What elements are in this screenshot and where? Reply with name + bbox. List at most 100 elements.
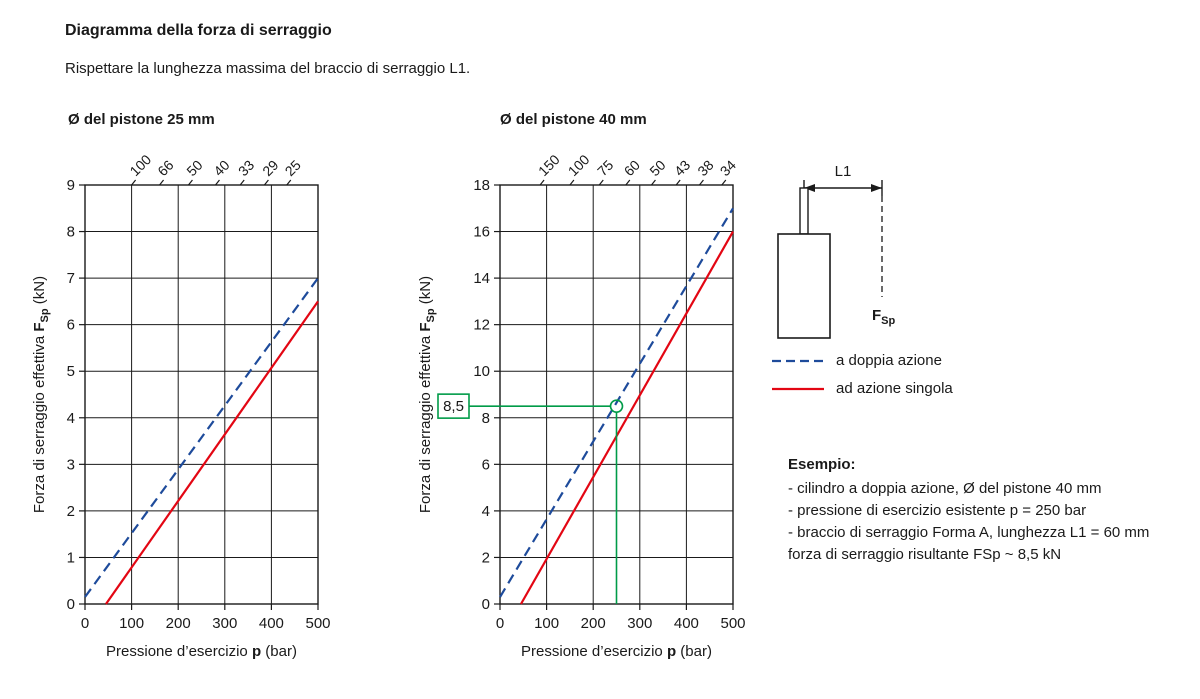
svg-text:100: 100: [565, 151, 593, 179]
svg-text:0: 0: [81, 615, 89, 632]
svg-text:8: 8: [482, 410, 490, 427]
svg-text:100: 100: [534, 615, 559, 632]
svg-text:300: 300: [627, 615, 652, 632]
series-single-acting: [520, 231, 734, 605]
dimension-arrow-right: [871, 184, 882, 192]
svg-text:33: 33: [235, 157, 257, 179]
svg-text:200: 200: [166, 615, 191, 632]
svg-text:100: 100: [126, 151, 154, 179]
plot-border: [84, 184, 319, 605]
svg-text:50: 50: [646, 157, 668, 179]
reading-value: 8,5: [443, 398, 464, 415]
svg-text:6: 6: [67, 317, 75, 334]
svg-text:100: 100: [119, 615, 144, 632]
series-lines: [84, 277, 319, 605]
svg-text:3: 3: [67, 456, 75, 473]
example-line: - braccio di serraggio Forma A, lunghezz…: [788, 524, 1150, 541]
legend-label: a doppia azione: [836, 352, 942, 369]
svg-text:2: 2: [482, 549, 490, 566]
reading-annotation: 8,5: [437, 393, 624, 604]
svg-text:4: 4: [482, 503, 490, 520]
svg-text:34: 34: [717, 157, 739, 179]
series-double-acting: [499, 207, 734, 598]
legend-item: a doppia azione: [772, 352, 953, 369]
tick-marks: [494, 184, 734, 610]
svg-text:200: 200: [581, 615, 606, 632]
svg-text:8: 8: [67, 224, 75, 241]
svg-text:500: 500: [720, 615, 745, 632]
dimension-label: L1: [835, 163, 852, 180]
page-title: Diagramma della forza di serraggio: [65, 22, 332, 39]
dashed-line-swatch: [772, 359, 824, 362]
force-label: FSp: [872, 307, 896, 327]
cylinder-drawing: L1 FSp: [777, 163, 896, 339]
svg-text:500: 500: [305, 615, 330, 632]
x-axis-title: Pressione d’esercizio p (bar): [106, 643, 297, 660]
example-heading: Esempio:: [788, 456, 856, 473]
svg-text:6: 6: [482, 456, 490, 473]
svg-text:5: 5: [67, 363, 75, 380]
grid: [84, 184, 319, 605]
piston-rod: [799, 187, 809, 235]
y-axis-title: Forza di serraggio effettiva FSp (kN): [31, 276, 51, 513]
svg-text:400: 400: [674, 615, 699, 632]
svg-text:400: 400: [259, 615, 284, 632]
legend-label: ad azione singola: [836, 380, 953, 397]
arm-length-scale: 100 66 50 40 33 29 25: [126, 151, 304, 186]
svg-text:25: 25: [282, 157, 304, 179]
series-lines: [499, 207, 734, 605]
tick-labels: 0 100 200 300 400 500 0 1 2 3 4 5 6 7 8 9: [67, 177, 331, 632]
arm-length-scale: 150 100 75 60 50 43 38 34: [535, 151, 739, 186]
svg-text:0: 0: [482, 596, 490, 613]
tick-labels: 0 100 200 300 400 500 0 2 4 6 8 10 12 14 16 18: [473, 177, 745, 632]
reading-value-box: [437, 393, 470, 419]
svg-text:66: 66: [154, 157, 176, 179]
x-axis-title: Pressione d’esercizio p (bar): [521, 643, 712, 660]
example-block: Esempio: - cilindro a doppia azione, Ø d…: [788, 454, 1149, 566]
svg-text:29: 29: [259, 157, 281, 179]
svg-text:0: 0: [496, 615, 504, 632]
svg-text:75: 75: [594, 157, 616, 179]
svg-text:0: 0: [67, 596, 75, 613]
svg-text:150: 150: [535, 151, 563, 179]
svg-text:1: 1: [67, 549, 75, 566]
svg-text:2: 2: [67, 503, 75, 520]
svg-text:50: 50: [183, 157, 205, 179]
y-axis-title: Forza di serraggio effettiva FSp (kN): [417, 276, 437, 513]
legend: a doppia azione ad azione singola: [772, 352, 953, 397]
example-lines: - cilindro a doppia azione, Ø del piston…: [788, 478, 1149, 566]
series-double-acting: [84, 277, 319, 598]
svg-text:10: 10: [473, 363, 490, 380]
svg-text:7: 7: [67, 270, 75, 287]
chart-title-piston-40: Ø del pistone 40 mm: [500, 111, 647, 128]
svg-text:9: 9: [67, 177, 75, 194]
svg-text:18: 18: [473, 177, 490, 194]
clamping-arm-illustration: L1 FSp: [777, 163, 896, 339]
example-line: - cilindro a doppia azione, Ø del piston…: [788, 480, 1102, 497]
example-line: forza di serraggio risultante FSp ~ 8,5 …: [788, 546, 1062, 563]
dimension-arrow-left: [804, 184, 815, 192]
page-subtitle: Rispettare la lunghezza massima del brac…: [65, 60, 471, 77]
legend-item: ad azione singola: [772, 380, 953, 397]
axis-titles: Pressione d’esercizio p (bar) Forza di se…: [31, 276, 297, 660]
axis-titles: Pressione d’esercizio p (bar) Forza di se…: [417, 276, 712, 660]
svg-text:38: 38: [694, 157, 716, 179]
cylinder-body: [777, 233, 831, 339]
svg-text:300: 300: [212, 615, 237, 632]
svg-text:4: 4: [67, 410, 75, 427]
reading-marker: [609, 399, 624, 413]
tick-marks: [79, 184, 319, 610]
svg-text:43: 43: [671, 157, 693, 179]
solid-line-swatch: [772, 387, 824, 390]
example-line: - pressione di esercizio esistente p = 2…: [788, 502, 1087, 519]
chart-title-piston-25: Ø del pistone 25 mm: [68, 111, 215, 128]
svg-text:40: 40: [210, 157, 232, 179]
svg-text:12: 12: [473, 317, 490, 334]
series-single-acting: [105, 300, 319, 605]
svg-text:60: 60: [621, 157, 643, 179]
svg-text:14: 14: [473, 270, 490, 287]
svg-text:16: 16: [473, 224, 490, 241]
